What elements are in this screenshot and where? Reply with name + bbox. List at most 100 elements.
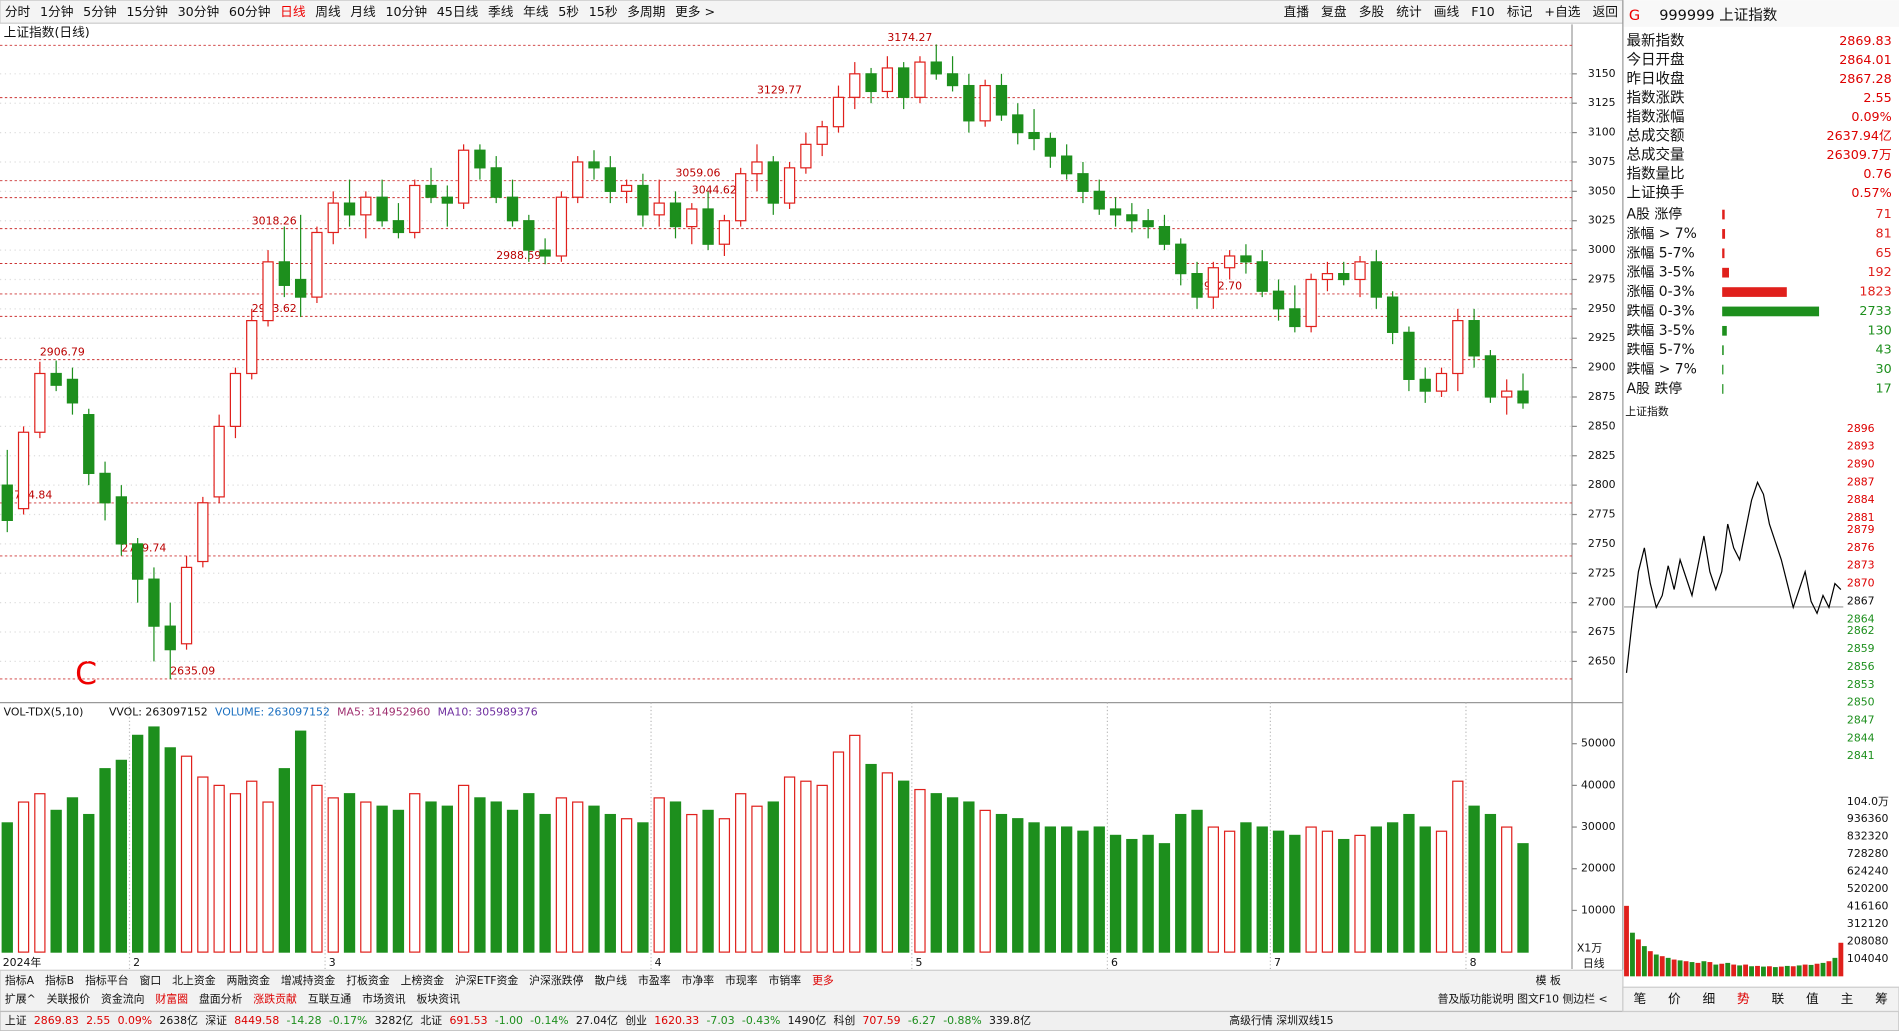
tab[interactable]: 增减持资金 [281, 973, 335, 987]
candle-body [278, 261, 290, 286]
tab[interactable]: 更多 [812, 973, 834, 987]
toolbar-button[interactable]: 返回 [1593, 4, 1618, 19]
volume-bar [1386, 822, 1399, 953]
volume-bar [1158, 843, 1171, 953]
toolbar-item[interactable]: 15分钟 [126, 4, 168, 19]
tab[interactable]: 沪深ETF资金 [455, 973, 518, 987]
status-item: 深证 [205, 1014, 227, 1027]
toolbar-item[interactable]: 10分钟 [385, 4, 427, 19]
intraday-vol-bar [1778, 966, 1784, 977]
side-tab[interactable]: 价 [1668, 991, 1681, 1006]
toolbar-item[interactable]: 多周期 [627, 4, 665, 19]
toolbar-button[interactable]: F10 [1471, 4, 1494, 19]
candle-body [1289, 308, 1301, 328]
intraday-tick: 2896 [1847, 422, 1875, 435]
tab[interactable]: 互联互通 [308, 992, 352, 1005]
month-label: 4 [655, 956, 662, 969]
toolbar-button[interactable]: 多股 [1359, 4, 1385, 19]
tab[interactable]: 指标平台 [85, 973, 129, 987]
toolbar-button[interactable]: 画线 [1434, 4, 1460, 19]
tab[interactable]: 沪深涨跌停 [529, 973, 583, 987]
toolbar-item[interactable]: 5秒 [558, 4, 579, 19]
toolbar-item[interactable]: 日线 [280, 4, 306, 19]
candle-body [1240, 255, 1252, 263]
toolbar-item[interactable]: 年线 [523, 4, 549, 19]
y-tick-label: 2875 [1588, 390, 1616, 403]
volume-bar [262, 801, 274, 953]
candle-body [539, 249, 551, 257]
tab[interactable]: 市销率 [769, 973, 802, 987]
tab[interactable]: 关联报价 [47, 991, 91, 1005]
side-tab[interactable]: 筹 [1875, 991, 1888, 1006]
toolbar-item[interactable]: 季线 [488, 4, 514, 19]
side-tab[interactable]: 细 [1702, 991, 1715, 1006]
toolbar-item[interactable]: 更多 > [675, 4, 715, 19]
tab[interactable]: 指标A [5, 973, 35, 987]
toolbar-item[interactable]: 5分钟 [83, 4, 117, 19]
volume-bar [1305, 826, 1317, 953]
toolbar-button[interactable]: 标记 [1507, 4, 1533, 19]
side-tab[interactable]: 联 [1772, 991, 1785, 1006]
tab[interactable]: 窗口 [139, 973, 161, 987]
tab[interactable]: 指标B [45, 973, 74, 987]
tab[interactable]: 两融资金 [227, 973, 271, 987]
candle-body [115, 496, 128, 545]
tab[interactable]: 资金流向 [101, 991, 145, 1005]
intraday-vol-tick: 728280 [1847, 847, 1889, 860]
tab[interactable]: 市现率 [725, 973, 758, 987]
toolbar-button[interactable]: 复盘 [1321, 4, 1347, 19]
tab[interactable]: 财富圈 [155, 991, 188, 1005]
level-label: 2739.74 [121, 542, 166, 555]
toolbar-item[interactable]: 15秒 [589, 4, 618, 19]
y-tick-label: 2675 [1588, 625, 1616, 638]
candle-body [963, 84, 975, 122]
volume-bar [1468, 805, 1480, 953]
tab[interactable]: 北上资金 [172, 973, 216, 987]
side-tab[interactable]: 笔 [1633, 991, 1646, 1006]
status-item: 2.55 [86, 1014, 110, 1027]
candle-body [669, 202, 682, 228]
intraday-tick: 2893 [1847, 440, 1875, 453]
candle-body [1435, 372, 1448, 392]
toolbar-item[interactable]: 1分钟 [40, 4, 74, 19]
toolbar-button[interactable]: 直播 [1284, 4, 1310, 19]
volume-bar [457, 784, 470, 953]
volume-bar [1338, 838, 1350, 953]
breadth-bar [1722, 364, 1724, 375]
tab[interactable]: 涨跌贡献 [253, 991, 297, 1005]
quote-value: 2.55 [1863, 90, 1891, 105]
toolbar-item[interactable]: 月线 [350, 4, 376, 19]
tab[interactable]: 市场资讯 [362, 991, 406, 1005]
toolbar-item[interactable]: 分时 [5, 4, 31, 19]
breadth-bar [1722, 306, 1820, 317]
candle-body [604, 167, 616, 192]
tab[interactable]: 打板资金 [346, 973, 390, 987]
quote-label: 指数量比 [1627, 165, 1685, 182]
candle-body [783, 167, 796, 204]
toolbar-button[interactable]: +自选 [1544, 4, 1580, 19]
tab[interactable]: 市盈率 [638, 973, 671, 987]
volume-bar [34, 793, 46, 953]
toolbar-item[interactable]: 45日线 [437, 4, 479, 19]
status-item: -1.00 [495, 1014, 523, 1027]
side-code: 999999 上证指数 [1659, 7, 1778, 24]
tab[interactable]: 市净率 [681, 973, 714, 987]
toolbar-item[interactable]: 30分钟 [178, 4, 220, 19]
toolbar-button[interactable]: 统计 [1396, 4, 1422, 19]
breadth-value: 1823 [1859, 284, 1891, 299]
quote-value: 2864.01 [1839, 52, 1892, 67]
side-tab[interactable]: 势 [1737, 991, 1750, 1006]
intraday-tick: 2850 [1847, 696, 1875, 709]
tab[interactable]: 散户线 [594, 973, 627, 987]
tab[interactable]: 上榜资金 [401, 973, 445, 987]
tab[interactable]: 扩展^ [5, 991, 36, 1005]
tab[interactable]: 板块资讯 [417, 991, 461, 1005]
toolbar-item[interactable]: 周线 [315, 4, 341, 19]
toolbar-item[interactable]: 60分钟 [229, 4, 271, 19]
intraday-vol-bar [1701, 961, 1707, 977]
volume-bar [66, 797, 79, 953]
tab[interactable]: 盘面分析 [199, 991, 243, 1005]
side-tab[interactable]: 值 [1806, 991, 1819, 1006]
side-tab[interactable]: 主 [1841, 991, 1854, 1006]
candle-body [800, 143, 812, 169]
